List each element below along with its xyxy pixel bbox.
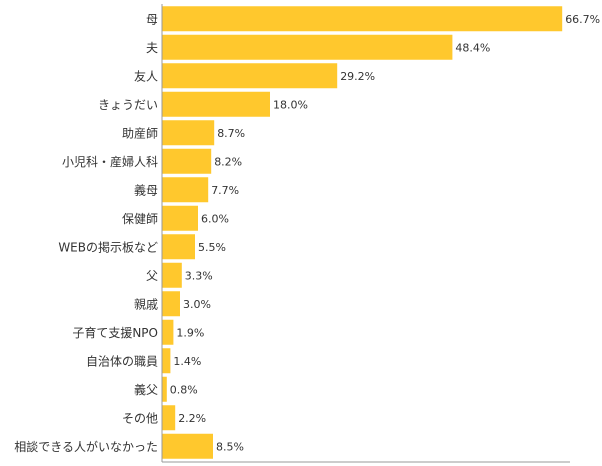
bar-13 — [162, 376, 167, 402]
value-label-11: 1.9% — [176, 326, 204, 339]
category-label-7: 保健師 — [122, 212, 158, 226]
bar-12 — [162, 348, 171, 374]
bar-1 — [162, 34, 453, 60]
category-label-14: その他 — [122, 411, 158, 425]
value-label-12: 1.4% — [173, 355, 201, 368]
category-label-0: 母 — [146, 12, 158, 26]
value-label-3: 18.0% — [273, 98, 308, 111]
bar-9 — [162, 262, 182, 288]
bar-14 — [162, 405, 176, 431]
category-label-13: 義父 — [134, 382, 158, 397]
category-label-8: WEBの掲示板など — [58, 239, 158, 254]
category-label-4: 助産師 — [122, 125, 158, 140]
category-label-10: 親戚 — [134, 297, 158, 311]
value-label-4: 8.7% — [217, 127, 245, 140]
value-label-0: 66.7% — [565, 13, 600, 26]
value-label-7: 6.0% — [201, 212, 229, 225]
category-label-15: 相談できる人がいなかった — [14, 439, 158, 454]
category-label-9: 父 — [146, 269, 158, 283]
category-label-5: 小児科・産婦人科 — [62, 154, 158, 169]
bar-10 — [162, 291, 180, 317]
bar-15 — [162, 433, 213, 459]
value-label-8: 5.5% — [198, 241, 226, 254]
bar-2 — [162, 63, 338, 89]
bar-3 — [162, 91, 270, 117]
category-label-6: 義母 — [134, 182, 158, 197]
category-label-1: 夫 — [146, 41, 158, 55]
value-label-9: 3.3% — [185, 269, 213, 282]
category-label-2: 友人 — [134, 69, 158, 83]
value-label-10: 3.0% — [183, 298, 211, 311]
bar-11 — [162, 319, 174, 345]
bar-8 — [162, 234, 195, 260]
category-label-12: 自治体の職員 — [86, 354, 158, 368]
bar-6 — [162, 177, 209, 203]
bar-5 — [162, 148, 212, 174]
value-label-15: 8.5% — [216, 440, 244, 453]
bar-7 — [162, 205, 198, 231]
bar-0 — [162, 6, 563, 32]
bars-layer — [162, 6, 563, 459]
value-label-14: 2.2% — [178, 412, 206, 425]
bar-4 — [162, 120, 215, 146]
value-label-1: 48.4% — [455, 41, 490, 54]
value-label-5: 8.2% — [214, 155, 242, 168]
value-label-6: 7.7% — [211, 184, 239, 197]
category-label-3: きょうだい — [98, 98, 158, 112]
value-label-13: 0.8% — [170, 383, 198, 396]
value-label-2: 29.2% — [340, 70, 375, 83]
labels-layer: 母 66.7% 夫 48.4% 友人 29.2% きょうだい 18.0% 助産師 8.7% 小児科・… — [14, 12, 600, 454]
category-label-11: 子育て支援NPO — [72, 325, 158, 340]
